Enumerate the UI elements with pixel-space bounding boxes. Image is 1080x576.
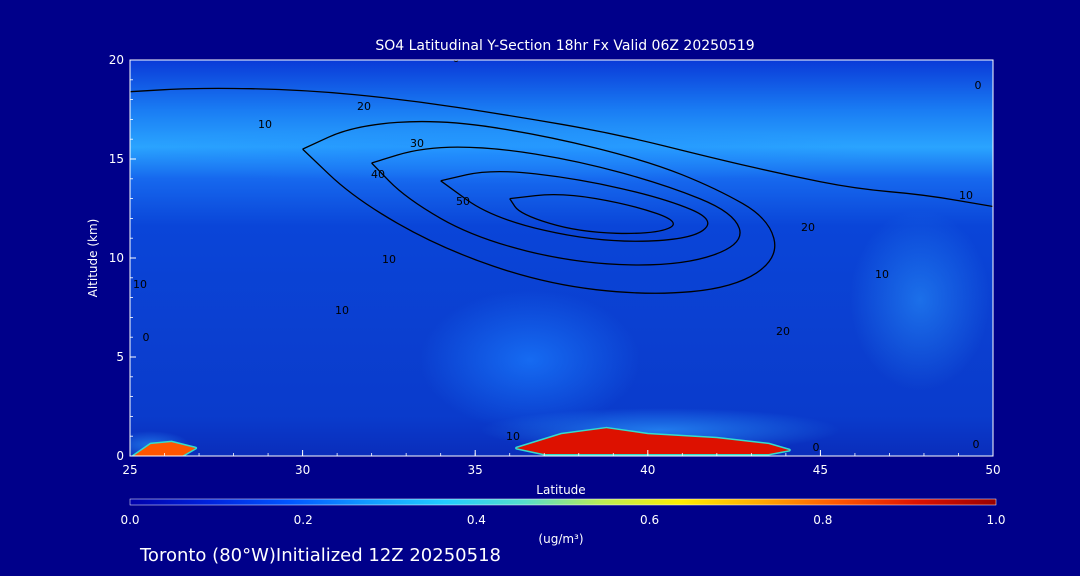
contour-line (440, 170, 709, 242)
contour-label: 10 (506, 430, 520, 443)
midlevel-glow (420, 290, 640, 430)
y-tick-label: 5 (116, 350, 124, 364)
contour-label: 20 (776, 325, 790, 338)
y-tick-label: 20 (109, 53, 124, 67)
contour-label: 10 (875, 268, 889, 281)
plume (516, 428, 790, 454)
contour-label: 10 (133, 278, 147, 291)
colorbar-tick-label: 0.4 (467, 513, 486, 527)
contour-label: 50 (456, 195, 470, 208)
footer-location: Toronto (80°W) (139, 545, 276, 566)
colorbar-tick-label: 1.0 (986, 513, 1005, 527)
contour-label: 0 (975, 79, 982, 92)
x-tick-label: 50 (985, 463, 1000, 477)
x-tick-label: 25 (122, 463, 137, 477)
footer-text: Toronto (80°W)Initialized 12Z 20250518 (139, 545, 501, 566)
contour-label: 0 (453, 52, 460, 65)
footer-init: Initialized 12Z 20250518 (276, 545, 501, 566)
contour-line (371, 146, 741, 266)
chart-title: SO4 Latitudinal Y-Section 18hr Fx Valid … (375, 38, 754, 54)
contour-label: 10 (335, 304, 349, 317)
upper-band-glow (130, 125, 880, 185)
contour-label: 20 (801, 221, 815, 234)
y-tick-label: 15 (109, 152, 124, 166)
contour-label: 10 (959, 189, 973, 202)
contour-label: 0 (813, 441, 820, 454)
colorbar-tick-label: 0.2 (294, 513, 313, 527)
x-tick-label: 45 (813, 463, 828, 477)
y-tick-label: 10 (109, 251, 124, 265)
plume (133, 442, 196, 456)
contour-label: 30 (410, 137, 424, 150)
contour-label-layer: 0 10 20 30 40 50 10 0 10 10 20 20 10 0 0 10 10 0 (133, 52, 982, 454)
right-side-glow (850, 210, 990, 390)
x-tick-label: 35 (468, 463, 483, 477)
contour-label: 20 (357, 100, 371, 113)
colorbar-ticks: 0.0 0.2 0.4 0.6 0.8 1.0 (120, 513, 1005, 527)
colorbar-tick-label: 0.6 (640, 513, 659, 527)
y-tick-label: 0 (116, 449, 124, 463)
x-tick-label: 40 (640, 463, 655, 477)
y-axis: 0 5 10 15 20 (109, 53, 136, 463)
plume-layer (132, 426, 791, 456)
contour-label: 0 (973, 438, 980, 451)
contour-label: 0 (143, 331, 150, 344)
colorbar-tick-label: 0.0 (120, 513, 139, 527)
contour-line (509, 194, 674, 235)
x-axis-label: Latitude (536, 483, 585, 497)
colorbar-unit: (ug/m³) (538, 532, 583, 546)
contour-layer (130, 87, 993, 294)
concentration-field: 0 10 20 30 40 50 10 0 10 10 20 20 10 0 0 10 10 0 (130, 52, 993, 456)
contour-line (302, 120, 776, 294)
contour-line (130, 87, 993, 208)
x-axis: 25 30 35 40 45 50 (122, 450, 1001, 477)
contour-label: 10 (258, 118, 272, 131)
colorbar (129, 498, 997, 506)
colorbar-tick-label: 0.8 (813, 513, 832, 527)
contour-label: 40 (371, 168, 385, 181)
y-axis-label: Altitude (km) (86, 219, 100, 298)
x-tick-label: 30 (295, 463, 310, 477)
contour-label: 10 (382, 253, 396, 266)
